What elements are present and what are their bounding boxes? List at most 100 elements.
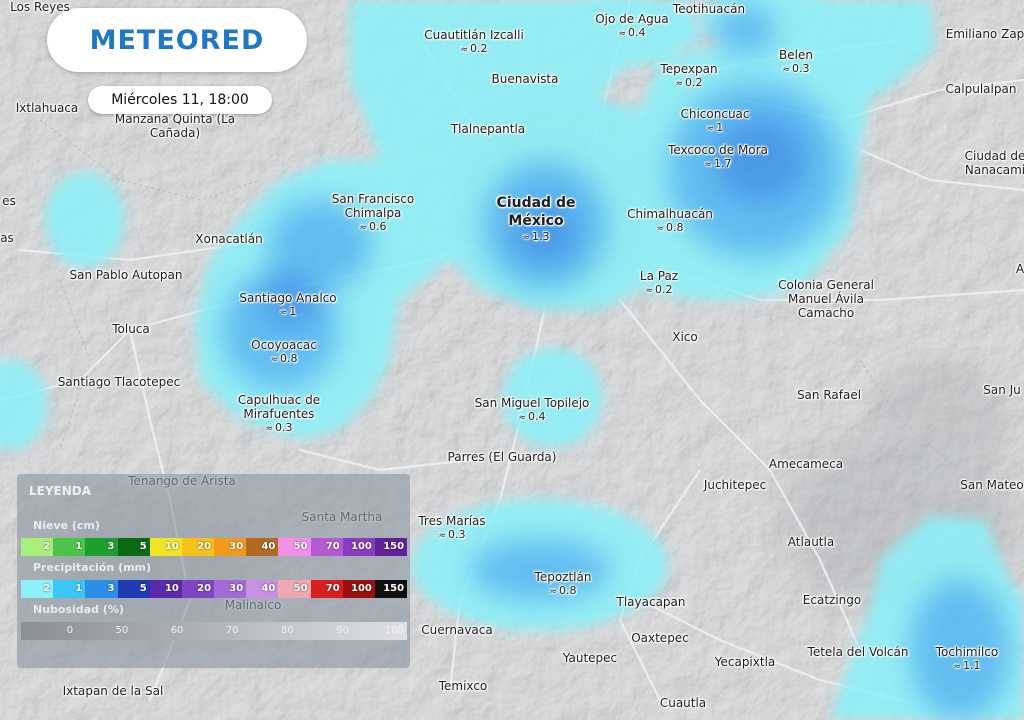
place-label[interactable]: es: [2, 194, 16, 208]
place-name: Cuautla: [659, 696, 707, 710]
place-label[interactable]: Xonacatlán: [195, 232, 262, 246]
place-name: Colonia General Manuel Ávila Camacho: [778, 278, 874, 320]
place-label[interactable]: Amecameca: [769, 457, 843, 471]
place-label[interactable]: Chiconcuac ≈1: [680, 107, 749, 136]
drops-icon: ≈: [270, 355, 279, 365]
place-label[interactable]: Ocoyoacac ≈0.8: [251, 338, 317, 367]
precip-value: ≈0.8: [656, 221, 684, 234]
meteored-logo[interactable]: METEORED: [47, 8, 307, 72]
place-name: Manzana Quinta (La Cañada): [114, 112, 236, 140]
place-label[interactable]: La Paz ≈0.2: [640, 269, 678, 298]
legend-step: 70: [310, 538, 343, 556]
precip-color-scale: 2 1 3 5 10 20 30 40 50 70 100 150: [21, 580, 408, 598]
legend-step: 30: [214, 538, 247, 556]
place-name: Los Reyes: [10, 0, 70, 14]
precip-value: ≈1: [279, 305, 297, 318]
place-name: A: [1015, 262, 1024, 276]
place-label[interactable]: Tres Marías ≈0.3: [418, 514, 485, 543]
place-label[interactable]: Santiago Tlacotepec: [58, 375, 180, 389]
legend-step: 3: [85, 580, 118, 598]
place-label[interactable]: San Rafael: [797, 388, 861, 402]
place-label[interactable]: Colonia General Manuel Ávila Camacho: [778, 278, 874, 320]
place-label[interactable]: Tepexpan ≈0.2: [660, 62, 717, 91]
place-name: Tlayacapan: [616, 595, 686, 609]
place-label[interactable]: Oaxtepec: [631, 631, 689, 645]
place-label[interactable]: Ojo de Agua ≈0.4: [595, 12, 669, 41]
place-label[interactable]: Los Reyes: [10, 0, 70, 14]
place-label[interactable]: Tlalnepantla: [451, 122, 525, 136]
place-label[interactable]: Tepoztlán ≈0.8: [535, 570, 592, 599]
place-label[interactable]: Toluca: [112, 322, 150, 336]
place-name: Emiliano Zap: [945, 27, 1024, 41]
legend-step: 2: [21, 580, 54, 598]
place-label[interactable]: Teotihuacán: [673, 2, 745, 16]
place-label[interactable]: Santiago Analco ≈1: [239, 291, 336, 320]
place-name: Buenavista: [491, 72, 559, 86]
place-label[interactable]: Cuautitlán Izcalli ≈0.2: [424, 28, 524, 57]
place-label[interactable]: Parres (El Guarda): [448, 450, 557, 464]
place-name: Belen: [779, 48, 813, 62]
legend-step: 2: [21, 538, 54, 556]
place-label[interactable]: Yecapixtla: [715, 655, 776, 669]
place-label[interactable]: San Francisco Chimalpa ≈0.6: [332, 192, 414, 235]
place-name: Ojo de Agua: [595, 12, 669, 26]
place-name: Tepoztlán: [534, 570, 592, 584]
place-name: Chiconcuac: [680, 107, 750, 121]
place-label[interactable]: Tlayacapan: [617, 595, 686, 609]
legend-step: 5: [117, 538, 150, 556]
place-label[interactable]: Temixco: [439, 679, 488, 693]
place-label[interactable]: Ciudad de Nanacami: [965, 149, 1024, 177]
place-name: Xonacatlán: [195, 232, 263, 246]
legend-step: 60: [170, 625, 184, 636]
drops-icon: ≈: [522, 233, 531, 243]
place-label[interactable]: Yautepec: [563, 651, 617, 665]
place-label[interactable]: Calpulalpan: [946, 82, 1017, 96]
place-label[interactable]: Ciudad de México ≈1.3: [497, 194, 576, 245]
place-label[interactable]: Xico: [672, 330, 698, 344]
place-label[interactable]: Buenavista: [492, 72, 559, 86]
place-name: Teotihuacán: [672, 2, 746, 16]
drops-icon: ≈: [265, 424, 274, 434]
place-label[interactable]: Tochimilco ≈1.1: [936, 645, 998, 674]
place-label[interactable]: Atlautla: [788, 535, 834, 549]
legend-title: LEYENDA: [29, 484, 92, 498]
precip-value: ≈1.7: [704, 157, 732, 170]
place-label[interactable]: Ixtapan de la Sal: [63, 684, 164, 698]
precip-value: ≈0.8: [549, 584, 577, 597]
place-label[interactable]: Juchitepec: [704, 478, 766, 492]
legend-step: 5: [117, 580, 150, 598]
place-label[interactable]: Emiliano Zap: [946, 27, 1024, 41]
place-label[interactable]: Ecatzingo: [803, 593, 861, 607]
precip-value: ≈0.6: [359, 220, 387, 233]
place-label[interactable]: Texcoco de Mora ≈1.7: [668, 143, 768, 172]
legend-step: 80: [280, 625, 294, 636]
place-label[interactable]: San Miguel Topilejo ≈0.4: [475, 396, 590, 425]
legend-step: 100: [342, 580, 375, 598]
place-label[interactable]: Chimalhuacán ≈0.8: [627, 207, 713, 236]
place-label[interactable]: Cuautla: [660, 696, 706, 710]
place-label[interactable]: Tetela del Volcán: [808, 645, 909, 659]
place-label[interactable]: as: [0, 231, 14, 245]
place-label[interactable]: Belen ≈0.3: [779, 48, 813, 77]
drops-icon: ≈: [359, 223, 368, 233]
legend-step: 10: [149, 580, 182, 598]
precip-legend-label: Precipitación (mm): [33, 561, 152, 574]
place-label[interactable]: San Mateo: [960, 478, 1024, 492]
legend-step: 100: [342, 538, 375, 556]
legend-step: 50: [278, 538, 311, 556]
place-label[interactable]: A: [1016, 262, 1024, 276]
place-name: Ocoyoacac: [251, 338, 317, 352]
place-name: Ciudad de Nanacami: [964, 149, 1024, 177]
place-label[interactable]: San Ju: [983, 383, 1021, 397]
place-label[interactable]: Ixtlahuaca: [16, 101, 79, 115]
place-name: Amecameca: [768, 457, 844, 471]
place-label[interactable]: Cuernavaca: [421, 623, 492, 637]
place-label[interactable]: San Pablo Autopan: [70, 268, 183, 282]
place-name: Oaxtepec: [631, 631, 689, 645]
drops-icon: ≈: [518, 413, 527, 423]
place-label[interactable]: Manzana Quinta (La Cañada): [115, 112, 235, 140]
drops-icon: ≈: [549, 587, 558, 597]
precip-value: ≈0.3: [438, 528, 466, 541]
place-label[interactable]: Capulhuac de Mirafuentes ≈0.3: [238, 393, 320, 436]
